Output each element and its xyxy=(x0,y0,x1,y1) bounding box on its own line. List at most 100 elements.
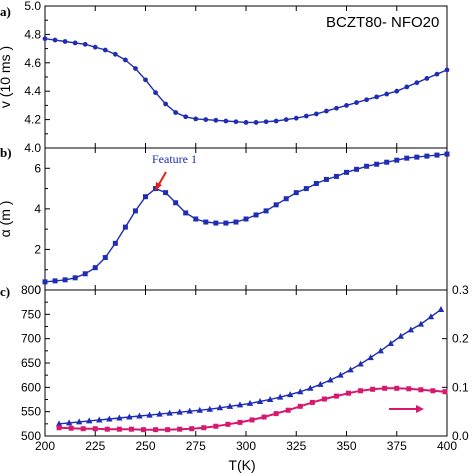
x-tick-label: 325 xyxy=(286,439,306,453)
data-point xyxy=(56,425,62,431)
data-point xyxy=(201,425,207,431)
data-point xyxy=(430,388,436,394)
data-point xyxy=(237,419,243,425)
data-point xyxy=(156,410,163,417)
data-point xyxy=(233,219,239,225)
data-point xyxy=(283,196,289,202)
data-point xyxy=(414,154,420,160)
data-point xyxy=(112,51,118,57)
data-point xyxy=(293,115,299,121)
panel-c: 200 225 250 275 300 325 350 375 400 500 550 600 650 7… xyxy=(21,283,469,453)
y-tick-label: 600 xyxy=(21,380,41,394)
data-point xyxy=(52,278,58,284)
data-point xyxy=(444,67,450,73)
data-point xyxy=(321,396,327,402)
data-point xyxy=(394,385,400,391)
data-point xyxy=(285,407,291,413)
data-point xyxy=(404,84,410,90)
data-point xyxy=(82,271,88,277)
data-point xyxy=(183,114,189,120)
data-point xyxy=(427,313,435,320)
data-point xyxy=(307,384,314,391)
data-point xyxy=(424,153,430,159)
right-axis-arrow-head xyxy=(416,405,424,413)
data-point xyxy=(173,110,179,115)
y-tick-label: 6 xyxy=(34,161,41,175)
data-point xyxy=(52,37,58,43)
y-axis-title: v (10 ms ) xyxy=(0,46,13,108)
data-point xyxy=(346,390,352,396)
data-point xyxy=(166,409,173,416)
data-point xyxy=(183,210,189,216)
y-tick-label: 5.0 xyxy=(24,0,41,13)
data-point xyxy=(313,181,319,186)
data-point xyxy=(387,340,394,347)
panel-a: 4.0 4.2 4.4 4.6 4.8 5.0 v (10 ms ) xyxy=(0,0,450,155)
data-point xyxy=(213,220,219,226)
data-point xyxy=(173,200,179,206)
data-point xyxy=(397,332,404,339)
data-point xyxy=(62,277,68,283)
data-point xyxy=(406,386,412,392)
data-point xyxy=(317,380,324,387)
data-point xyxy=(418,387,424,393)
data-point xyxy=(417,320,425,327)
data-point xyxy=(206,405,214,412)
data-point xyxy=(143,77,148,83)
data-point xyxy=(133,66,138,71)
data-point xyxy=(72,275,78,281)
data-point xyxy=(266,396,274,402)
data-point xyxy=(256,397,264,404)
data-point xyxy=(176,408,183,415)
data-point xyxy=(213,423,219,429)
y-tick-label: 500 xyxy=(21,429,41,443)
data-point xyxy=(189,426,195,432)
data-point xyxy=(80,426,86,432)
data-point xyxy=(354,100,359,105)
y-tick-label: 650 xyxy=(21,356,41,370)
data-point xyxy=(394,88,400,94)
data-point xyxy=(143,194,148,200)
data-point xyxy=(216,404,224,411)
panel-b: 0 2 4 6 α (m ) xyxy=(0,147,450,297)
data-point xyxy=(243,216,249,222)
x-tick-label: 225 xyxy=(85,439,105,453)
plot-frame xyxy=(44,289,448,437)
data-point xyxy=(434,71,440,77)
series-line xyxy=(59,387,446,431)
y-tick-label: 700 xyxy=(21,332,41,346)
data-point xyxy=(92,265,98,271)
data-point xyxy=(116,426,122,432)
data-point xyxy=(102,255,108,261)
feature-annotation: Feature 1 xyxy=(152,152,197,166)
data-point xyxy=(297,403,303,409)
data-point xyxy=(323,176,329,182)
data-point xyxy=(203,219,209,225)
data-point xyxy=(203,117,209,122)
data-point xyxy=(324,108,329,114)
data-point xyxy=(163,101,169,107)
y-tick-label: 4.6 xyxy=(24,56,41,70)
data-point xyxy=(236,401,244,408)
data-point xyxy=(128,426,134,432)
y-right-tick-label: 0.3 xyxy=(452,283,469,297)
data-point xyxy=(384,91,390,97)
data-point xyxy=(92,426,98,432)
data-point xyxy=(370,386,376,392)
panel-c-label: c) xyxy=(0,284,10,299)
y-tick-label: 550 xyxy=(21,405,41,419)
y-tick-label: 4.0 xyxy=(24,141,41,155)
data-point xyxy=(223,220,229,226)
data-point xyxy=(283,117,289,122)
y-axis-title: α (m ) xyxy=(0,201,13,238)
y-tick-label: 750 xyxy=(21,307,41,321)
data-point xyxy=(140,427,146,433)
data-point xyxy=(273,411,279,417)
data-point xyxy=(55,420,63,427)
data-point xyxy=(358,388,364,394)
data-point xyxy=(233,119,239,125)
y-tick-label: 800 xyxy=(21,283,41,297)
series-line xyxy=(59,308,442,425)
data-point xyxy=(106,415,113,422)
